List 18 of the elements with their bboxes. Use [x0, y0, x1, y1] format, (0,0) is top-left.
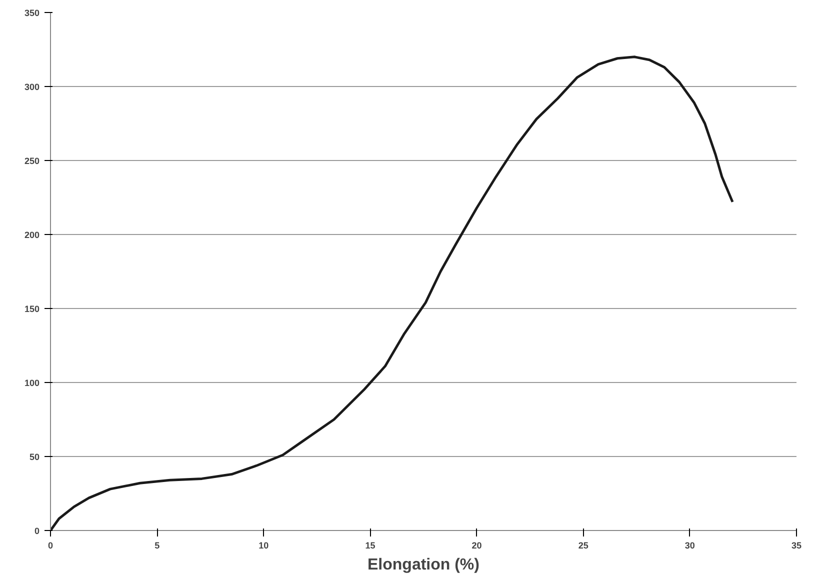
- x-tick-label: 35: [791, 540, 802, 550]
- x-tick-label: 5: [154, 540, 160, 550]
- x-axis-title: Elongation (%): [368, 556, 480, 574]
- x-tick-label: 15: [365, 540, 376, 550]
- y-tick-label: 0: [34, 526, 40, 536]
- x-tick-label: 30: [684, 540, 695, 550]
- x-tick-label: 25: [578, 540, 588, 550]
- y-tick-label: 150: [24, 304, 40, 314]
- x-tick-label: 20: [472, 540, 482, 550]
- y-tick-label: 100: [24, 378, 40, 388]
- y-tick-label: 350: [24, 8, 40, 18]
- x-tick-label: 10: [258, 540, 269, 550]
- line-series: [50, 56, 734, 530]
- y-tick-label: 200: [24, 230, 40, 240]
- y-tick-label: 50: [29, 452, 40, 462]
- y-tick-label: 300: [24, 82, 40, 92]
- x-tick-label: 0: [48, 540, 54, 550]
- y-tick-label: 250: [24, 156, 40, 166]
